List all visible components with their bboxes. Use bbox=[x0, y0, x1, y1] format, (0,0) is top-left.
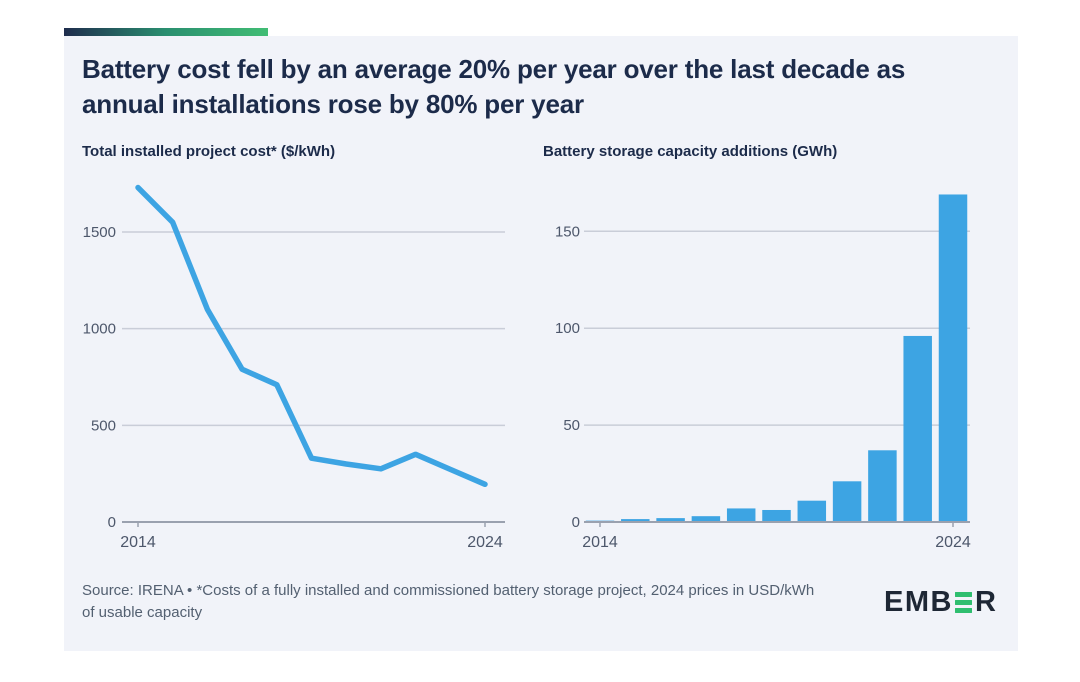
bar bbox=[621, 519, 650, 522]
bar-chart: 0 50 100 150 2014 2024 bbox=[555, 194, 971, 551]
y-tick-label: 0 bbox=[108, 514, 116, 531]
bar bbox=[832, 481, 862, 522]
source-note: Source: IRENA • *Costs of a fully instal… bbox=[82, 582, 815, 621]
bar bbox=[726, 508, 756, 522]
logo-text-right: R bbox=[974, 586, 998, 618]
logo-e-icon bbox=[954, 590, 972, 615]
ember-logo: EMB R bbox=[884, 586, 997, 619]
bar bbox=[903, 335, 932, 522]
bar bbox=[868, 450, 897, 522]
logo-text-left: EMB bbox=[884, 586, 953, 618]
x-tick-label: 2024 bbox=[935, 534, 971, 551]
title-line-1: Battery cost fell by an average 20% per … bbox=[82, 54, 906, 84]
line-chart-title: Total installed project cost* ($/kWh) bbox=[82, 143, 336, 160]
chart-card bbox=[64, 36, 1018, 651]
bar bbox=[938, 194, 968, 522]
x-tick-label: 2014 bbox=[582, 534, 618, 551]
cost-line-series bbox=[135, 184, 488, 488]
brand-gradient-bar bbox=[64, 28, 268, 36]
x-tick-label: 2014 bbox=[120, 534, 156, 551]
y-tick-label: 1500 bbox=[83, 224, 116, 241]
bar-chart-title: Battery storage capacity additions (GWh) bbox=[543, 143, 838, 160]
line-chart: 0 500 1000 1500 2014 2024 bbox=[83, 184, 505, 551]
y-tick-label: 150 bbox=[555, 223, 580, 240]
bar bbox=[762, 509, 791, 522]
y-tick-label: 100 bbox=[555, 320, 580, 337]
title-line-2: annual installations rose by 80% per yea… bbox=[82, 89, 584, 119]
bar bbox=[797, 500, 827, 522]
x-tick-label: 2024 bbox=[467, 534, 503, 551]
y-tick-label: 50 bbox=[563, 417, 580, 434]
bar bbox=[656, 518, 685, 522]
bar bbox=[691, 516, 721, 522]
y-tick-label: 500 bbox=[91, 417, 116, 434]
page-title: Battery cost fell by an average 20% per … bbox=[82, 52, 1012, 122]
y-tick-label: 0 bbox=[572, 514, 580, 531]
y-tick-label: 1000 bbox=[83, 321, 116, 338]
